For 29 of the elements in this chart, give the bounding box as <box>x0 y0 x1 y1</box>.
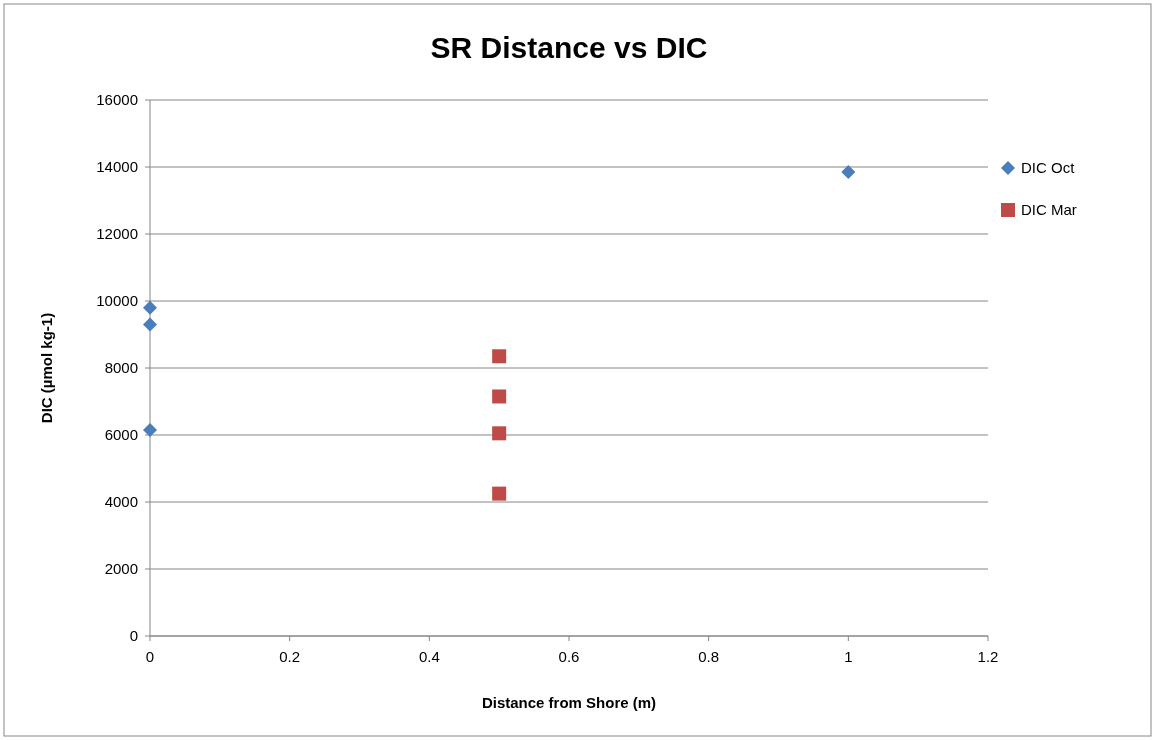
point <box>492 486 507 501</box>
point <box>492 349 507 364</box>
point <box>841 165 856 180</box>
y-tick-label: 14000 <box>96 158 138 176</box>
y-tick-label: 10000 <box>96 292 138 310</box>
legend-label: DIC Mar <box>1021 201 1077 219</box>
x-tick-label: 1 <box>844 648 853 665</box>
point <box>143 300 157 315</box>
y-tick-label: 2000 <box>104 560 138 578</box>
x-tick-label: 0.8 <box>698 648 720 665</box>
x-tick-label: 0.2 <box>279 648 301 665</box>
y-axis-title: DIC (µmol kg-1) <box>38 312 55 424</box>
y-tick-label: 0 <box>129 627 138 645</box>
point <box>143 317 157 332</box>
y-tick-label: 8000 <box>104 359 138 377</box>
legend-label: DIC Oct <box>1021 159 1076 177</box>
point <box>143 422 157 437</box>
x-tick-label: 0 <box>145 648 155 665</box>
point <box>492 426 507 441</box>
x-tick-label: 1.2 <box>977 648 999 665</box>
y-tick-label: 16000 <box>96 91 138 109</box>
x-tick-label: 0.4 <box>418 648 440 665</box>
y-tick-label: 12000 <box>96 225 138 243</box>
point <box>492 389 507 404</box>
chart-title: SR Distance vs DIC <box>430 31 708 64</box>
y-tick-label: 4000 <box>104 493 138 511</box>
x-axis-title: Distance from Shore (m) <box>481 694 657 711</box>
x-tick-label: 0.6 <box>558 648 580 665</box>
y-tick-label: 6000 <box>104 426 138 444</box>
